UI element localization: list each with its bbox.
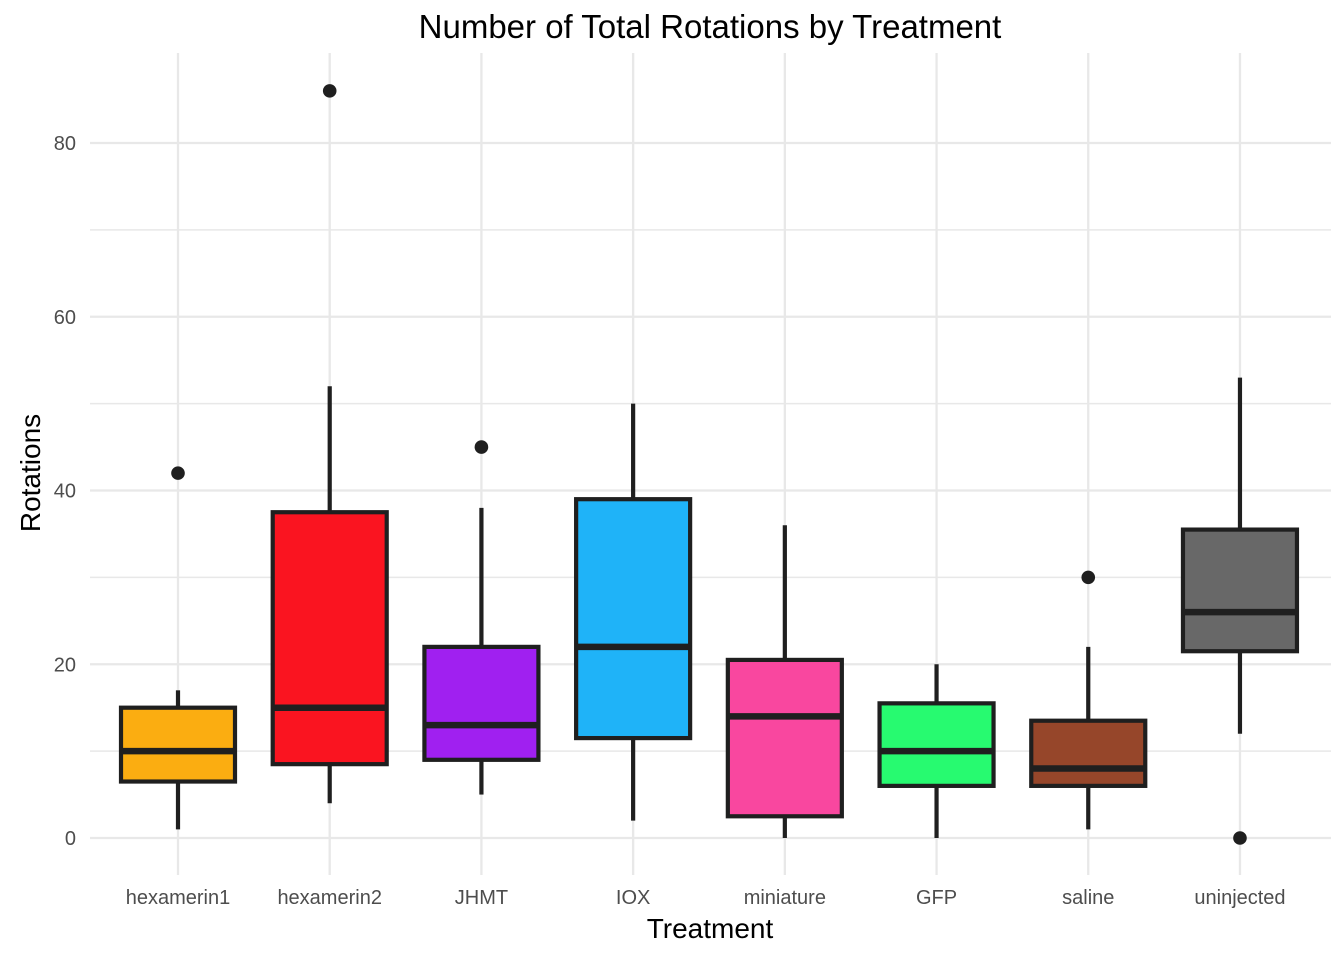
box-JHMT (422, 644, 541, 762)
y-tick-label: 20 (54, 654, 76, 676)
y-tick-label: 40 (54, 481, 76, 503)
box-miniature (725, 657, 844, 819)
x-axis-title: Treatment (646, 913, 774, 944)
outlier-point (322, 84, 337, 98)
box-uninjected (1180, 527, 1300, 654)
x-tick-label: uninjected (1194, 887, 1285, 909)
outlier-point (171, 466, 185, 480)
box-IOX (574, 497, 693, 741)
y-axis-title: Rotations (15, 413, 46, 533)
x-tick-label: hexamerin2 (277, 887, 382, 909)
x-tick-label: JHMT (455, 887, 508, 909)
outlier-point (1081, 570, 1096, 585)
outlier-point (474, 440, 489, 454)
y-tick-label: 60 (54, 307, 76, 329)
y-tick-label: 0 (65, 828, 76, 850)
box-hexamerin2 (270, 510, 389, 767)
box-hexamerin1 (118, 705, 238, 784)
x-tick-label: GFP (916, 887, 957, 909)
chart-title: Number of Total Rotations by Treatment (418, 8, 1002, 45)
box-GFP (877, 701, 996, 788)
outlier-point (1233, 831, 1247, 845)
x-tick-label: IOX (616, 887, 650, 909)
x-tick-label: hexamerin1 (126, 887, 231, 909)
y-tick-label: 80 (54, 133, 76, 155)
x-tick-label: miniature (744, 887, 826, 909)
box-saline (1029, 718, 1148, 788)
x-tick-label: saline (1062, 887, 1114, 909)
